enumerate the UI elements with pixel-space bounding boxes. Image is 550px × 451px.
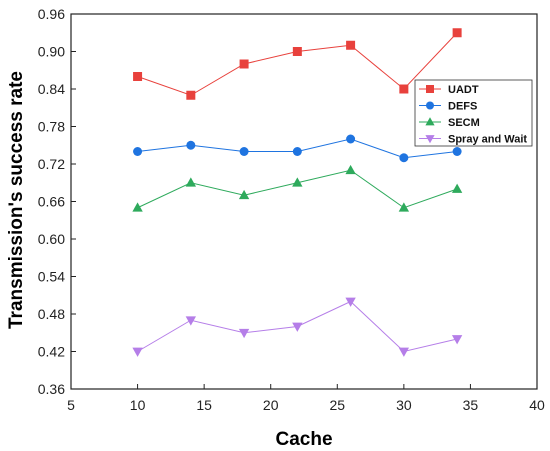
data-point-spray-and-wait bbox=[132, 347, 143, 357]
data-point-secm bbox=[345, 164, 356, 175]
x-tick-label: 40 bbox=[529, 397, 545, 413]
data-point-uadt bbox=[452, 28, 462, 38]
data-point-spray-and-wait bbox=[185, 316, 197, 326]
data-point-defs bbox=[346, 134, 356, 144]
data-point-defs bbox=[399, 153, 409, 163]
data-point-uadt bbox=[292, 47, 302, 56]
y-tick-label: 0.36 bbox=[38, 381, 65, 397]
x-axis-title: Cache bbox=[275, 429, 332, 450]
legend-label-spray-and-wait: Spray and Wait bbox=[448, 134, 527, 146]
legend-marker-uadt bbox=[426, 85, 434, 93]
data-point-defs bbox=[292, 147, 302, 156]
legend-label-secm: SECM bbox=[448, 117, 480, 129]
y-tick-label: 0.84 bbox=[38, 81, 65, 97]
data-point-defs bbox=[452, 147, 462, 156]
x-tick-label: 25 bbox=[329, 397, 345, 413]
y-axis-title: Transmission's success rate bbox=[6, 71, 27, 329]
x-tick-label: 20 bbox=[263, 397, 279, 413]
data-point-defs bbox=[133, 147, 143, 156]
y-tick-label: 0.48 bbox=[38, 306, 65, 322]
data-point-spray-and-wait bbox=[451, 335, 463, 345]
data-point-spray-and-wait bbox=[238, 328, 250, 339]
x-tick-label: 5 bbox=[67, 397, 75, 413]
y-tick-label: 0.66 bbox=[38, 194, 65, 210]
x-tick-label: 10 bbox=[130, 397, 146, 413]
data-point-defs bbox=[186, 140, 196, 150]
x-tick-label: 15 bbox=[196, 397, 212, 413]
data-point-uadt bbox=[186, 90, 196, 100]
y-tick-label: 0.42 bbox=[38, 344, 65, 360]
data-point-spray-and-wait bbox=[398, 347, 410, 357]
y-tick-label: 0.72 bbox=[38, 156, 65, 172]
data-point-uadt bbox=[399, 84, 409, 94]
data-point-secm bbox=[238, 189, 250, 200]
legend-marker-secm bbox=[425, 117, 435, 126]
x-tick-label: 30 bbox=[396, 397, 412, 413]
data-point-spray-and-wait bbox=[345, 297, 356, 307]
y-tick-label: 0.60 bbox=[38, 231, 65, 247]
legend-marker-defs bbox=[426, 101, 434, 110]
data-point-secm bbox=[292, 177, 303, 187]
x-tick-label: 35 bbox=[463, 397, 479, 413]
data-point-secm bbox=[185, 177, 197, 187]
legend-marker-spray-and-wait bbox=[425, 135, 435, 144]
y-tick-label: 0.54 bbox=[38, 269, 65, 285]
data-point-uadt bbox=[239, 59, 249, 69]
legend-box bbox=[414, 79, 533, 147]
data-point-spray-and-wait bbox=[292, 322, 303, 332]
y-tick-label: 0.78 bbox=[38, 119, 65, 135]
data-point-secm bbox=[398, 202, 410, 212]
legend-label-uadt: UADT bbox=[448, 84, 479, 96]
data-point-secm bbox=[451, 183, 463, 193]
y-tick-label: 0.96 bbox=[38, 6, 65, 22]
data-point-defs bbox=[239, 147, 249, 156]
y-tick-label: 0.90 bbox=[38, 44, 65, 60]
data-point-uadt bbox=[346, 40, 356, 50]
data-point-secm bbox=[132, 202, 143, 212]
series-line-secm bbox=[137, 169, 458, 209]
series-line-uadt bbox=[137, 32, 458, 96]
legend-label-defs: DEFS bbox=[448, 101, 477, 113]
plot-frame bbox=[70, 13, 538, 390]
data-point-uadt bbox=[133, 72, 143, 81]
